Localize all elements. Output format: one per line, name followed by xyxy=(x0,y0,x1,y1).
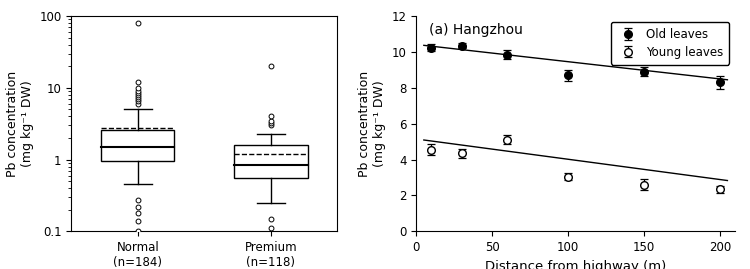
Bar xyxy=(234,145,308,178)
Text: (a) Hangzhou: (a) Hangzhou xyxy=(429,23,523,37)
Legend: Old leaves, Young leaves: Old leaves, Young leaves xyxy=(610,22,729,65)
Bar xyxy=(101,130,175,161)
Y-axis label: Pb concentration
(mg kg⁻¹ DW): Pb concentration (mg kg⁻¹ DW) xyxy=(6,71,34,177)
Y-axis label: Pb concentration
(mg kg⁻¹ DW): Pb concentration (mg kg⁻¹ DW) xyxy=(358,71,386,177)
X-axis label: Distance from highway (m): Distance from highway (m) xyxy=(485,260,666,269)
